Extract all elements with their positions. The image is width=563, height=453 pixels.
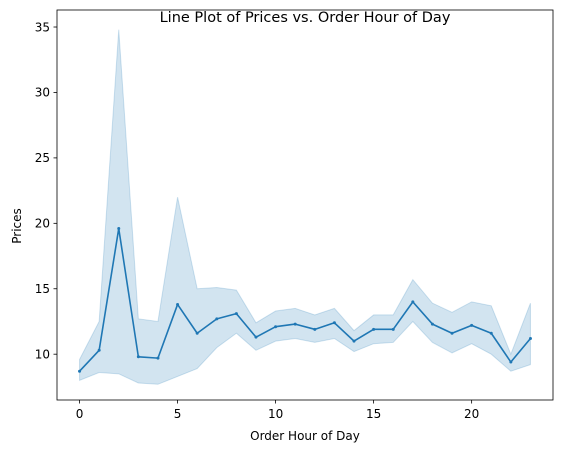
- data-point-hour-4: [156, 356, 160, 360]
- data-point-hour-9: [254, 335, 258, 339]
- data-point-hour-8: [234, 312, 238, 316]
- series-line: [78, 227, 532, 372]
- y-tick-label: 30: [35, 86, 50, 100]
- data-point-hour-11: [293, 322, 297, 326]
- x-tick-label: 5: [174, 407, 182, 421]
- x-axis-label: Order Hour of Day: [250, 429, 360, 443]
- data-point-hour-13: [332, 321, 336, 325]
- y-tick-label: 35: [35, 20, 50, 34]
- data-point-hour-0: [78, 369, 82, 373]
- y-tick-label: 15: [35, 282, 50, 296]
- data-point-hour-16: [391, 327, 395, 331]
- x-tick-label: 15: [366, 407, 381, 421]
- y-axis-label: Prices: [10, 208, 24, 244]
- y-tick-label: 10: [35, 347, 50, 361]
- data-point-hour-20: [470, 323, 474, 327]
- y-tick-label: 25: [35, 151, 50, 165]
- data-point-hour-21: [489, 331, 493, 335]
- plot-frame: [56, 9, 554, 401]
- x-tick-label: 0: [76, 407, 84, 421]
- data-point-hour-17: [411, 300, 415, 304]
- data-point-hour-18: [430, 322, 434, 326]
- plot-area: [78, 29, 532, 385]
- data-point-hour-22: [509, 360, 513, 364]
- chart-title: Line Plot of Prices vs. Order Hour of Da…: [160, 10, 451, 26]
- confidence-band: [79, 29, 531, 385]
- data-point-hour-12: [313, 327, 317, 331]
- data-point-hour-10: [274, 325, 278, 329]
- y-tick-label: 20: [35, 217, 50, 231]
- data-point-hour-7: [215, 317, 219, 321]
- x-axis: 0 5 10 15 20: [76, 400, 479, 421]
- data-point-hour-19: [450, 331, 454, 335]
- x-tick-label: 20: [464, 407, 479, 421]
- data-point-hour-15: [372, 327, 376, 331]
- data-point-hour-23: [528, 336, 532, 340]
- data-point-hour-5: [176, 302, 180, 306]
- y-axis: 10 15 20 25 30 35: [35, 20, 57, 361]
- data-point-hour-6: [195, 331, 199, 335]
- data-point-hour-3: [136, 355, 140, 359]
- data-point-hour-1: [97, 348, 101, 352]
- data-point-hour-14: [352, 339, 356, 343]
- data-point-hour-2: [117, 227, 121, 231]
- x-tick-label: 10: [268, 407, 283, 421]
